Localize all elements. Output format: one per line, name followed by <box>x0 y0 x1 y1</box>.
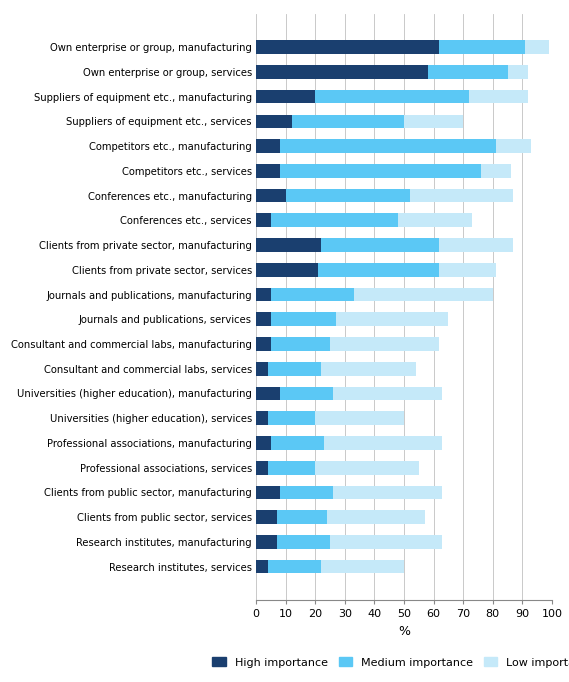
Bar <box>256 387 280 400</box>
X-axis label: %: % <box>398 625 410 638</box>
Bar <box>321 362 416 376</box>
Bar <box>333 486 443 499</box>
Bar <box>439 238 513 252</box>
Bar <box>271 312 336 326</box>
Bar <box>291 115 404 128</box>
Bar <box>439 263 496 277</box>
Bar <box>318 263 439 277</box>
Bar <box>256 40 439 54</box>
Bar <box>428 65 508 78</box>
Bar <box>256 238 321 252</box>
Bar <box>336 312 448 326</box>
Bar <box>256 139 280 153</box>
Bar <box>280 486 333 499</box>
Bar <box>256 312 271 326</box>
Bar <box>271 337 330 351</box>
Bar <box>256 461 268 475</box>
Bar <box>256 288 271 301</box>
Bar <box>256 115 291 128</box>
Bar <box>277 535 330 549</box>
Bar <box>354 288 493 301</box>
Bar <box>324 436 443 450</box>
Bar <box>481 164 510 177</box>
Bar <box>333 387 443 400</box>
Bar <box>256 510 277 524</box>
Bar <box>280 139 496 153</box>
Bar <box>271 213 398 227</box>
Bar <box>508 65 528 78</box>
Bar <box>404 115 463 128</box>
Bar <box>439 40 525 54</box>
Bar <box>256 65 428 78</box>
Bar <box>315 411 404 425</box>
Bar <box>277 510 327 524</box>
Bar <box>327 510 424 524</box>
Legend: High importance, Medium importance, Low importance: High importance, Medium importance, Low … <box>208 653 569 672</box>
Bar <box>268 362 321 376</box>
Bar <box>256 90 315 104</box>
Bar <box>256 560 268 574</box>
Bar <box>525 40 549 54</box>
Bar <box>268 560 321 574</box>
Bar <box>271 436 324 450</box>
Bar <box>321 238 439 252</box>
Bar <box>256 213 271 227</box>
Bar <box>256 189 286 203</box>
Bar <box>256 337 271 351</box>
Bar <box>315 461 419 475</box>
Bar <box>321 560 404 574</box>
Bar <box>330 535 443 549</box>
Bar <box>256 411 268 425</box>
Bar <box>410 189 513 203</box>
Bar <box>268 411 315 425</box>
Bar <box>256 486 280 499</box>
Bar <box>398 213 472 227</box>
Bar <box>256 535 277 549</box>
Bar <box>496 139 531 153</box>
Bar <box>268 461 315 475</box>
Bar <box>469 90 528 104</box>
Bar <box>286 189 410 203</box>
Bar <box>256 263 318 277</box>
Bar <box>280 387 333 400</box>
Bar <box>330 337 439 351</box>
Bar <box>256 362 268 376</box>
Bar <box>256 436 271 450</box>
Bar <box>280 164 481 177</box>
Bar <box>315 90 469 104</box>
Bar <box>256 164 280 177</box>
Bar <box>271 288 354 301</box>
